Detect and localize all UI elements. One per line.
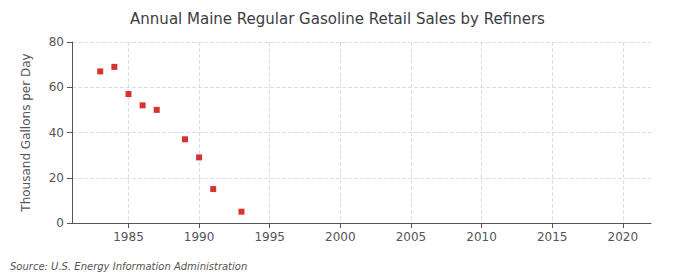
- svg-text:80: 80: [49, 35, 64, 49]
- svg-text:2000: 2000: [325, 230, 356, 244]
- svg-text:40: 40: [49, 126, 64, 140]
- svg-text:20: 20: [49, 171, 64, 185]
- svg-text:2005: 2005: [396, 230, 427, 244]
- svg-text:Annual Maine Regular Gasoline: Annual Maine Regular Gasoline Retail Sal…: [130, 10, 545, 28]
- svg-text:2015: 2015: [537, 230, 568, 244]
- svg-text:1985: 1985: [113, 230, 144, 244]
- svg-text:60: 60: [49, 80, 64, 94]
- svg-text:Thousand Gallons per Day: Thousand Gallons per Day: [19, 53, 33, 212]
- svg-text:Source: U.S. Energy Informatio: Source: U.S. Energy Information Administ…: [10, 261, 247, 272]
- svg-text:0: 0: [56, 216, 64, 230]
- svg-text:2010: 2010: [466, 230, 497, 244]
- svg-text:2020: 2020: [607, 230, 638, 244]
- svg-text:1995: 1995: [254, 230, 285, 244]
- svg-text:1990: 1990: [184, 230, 215, 244]
